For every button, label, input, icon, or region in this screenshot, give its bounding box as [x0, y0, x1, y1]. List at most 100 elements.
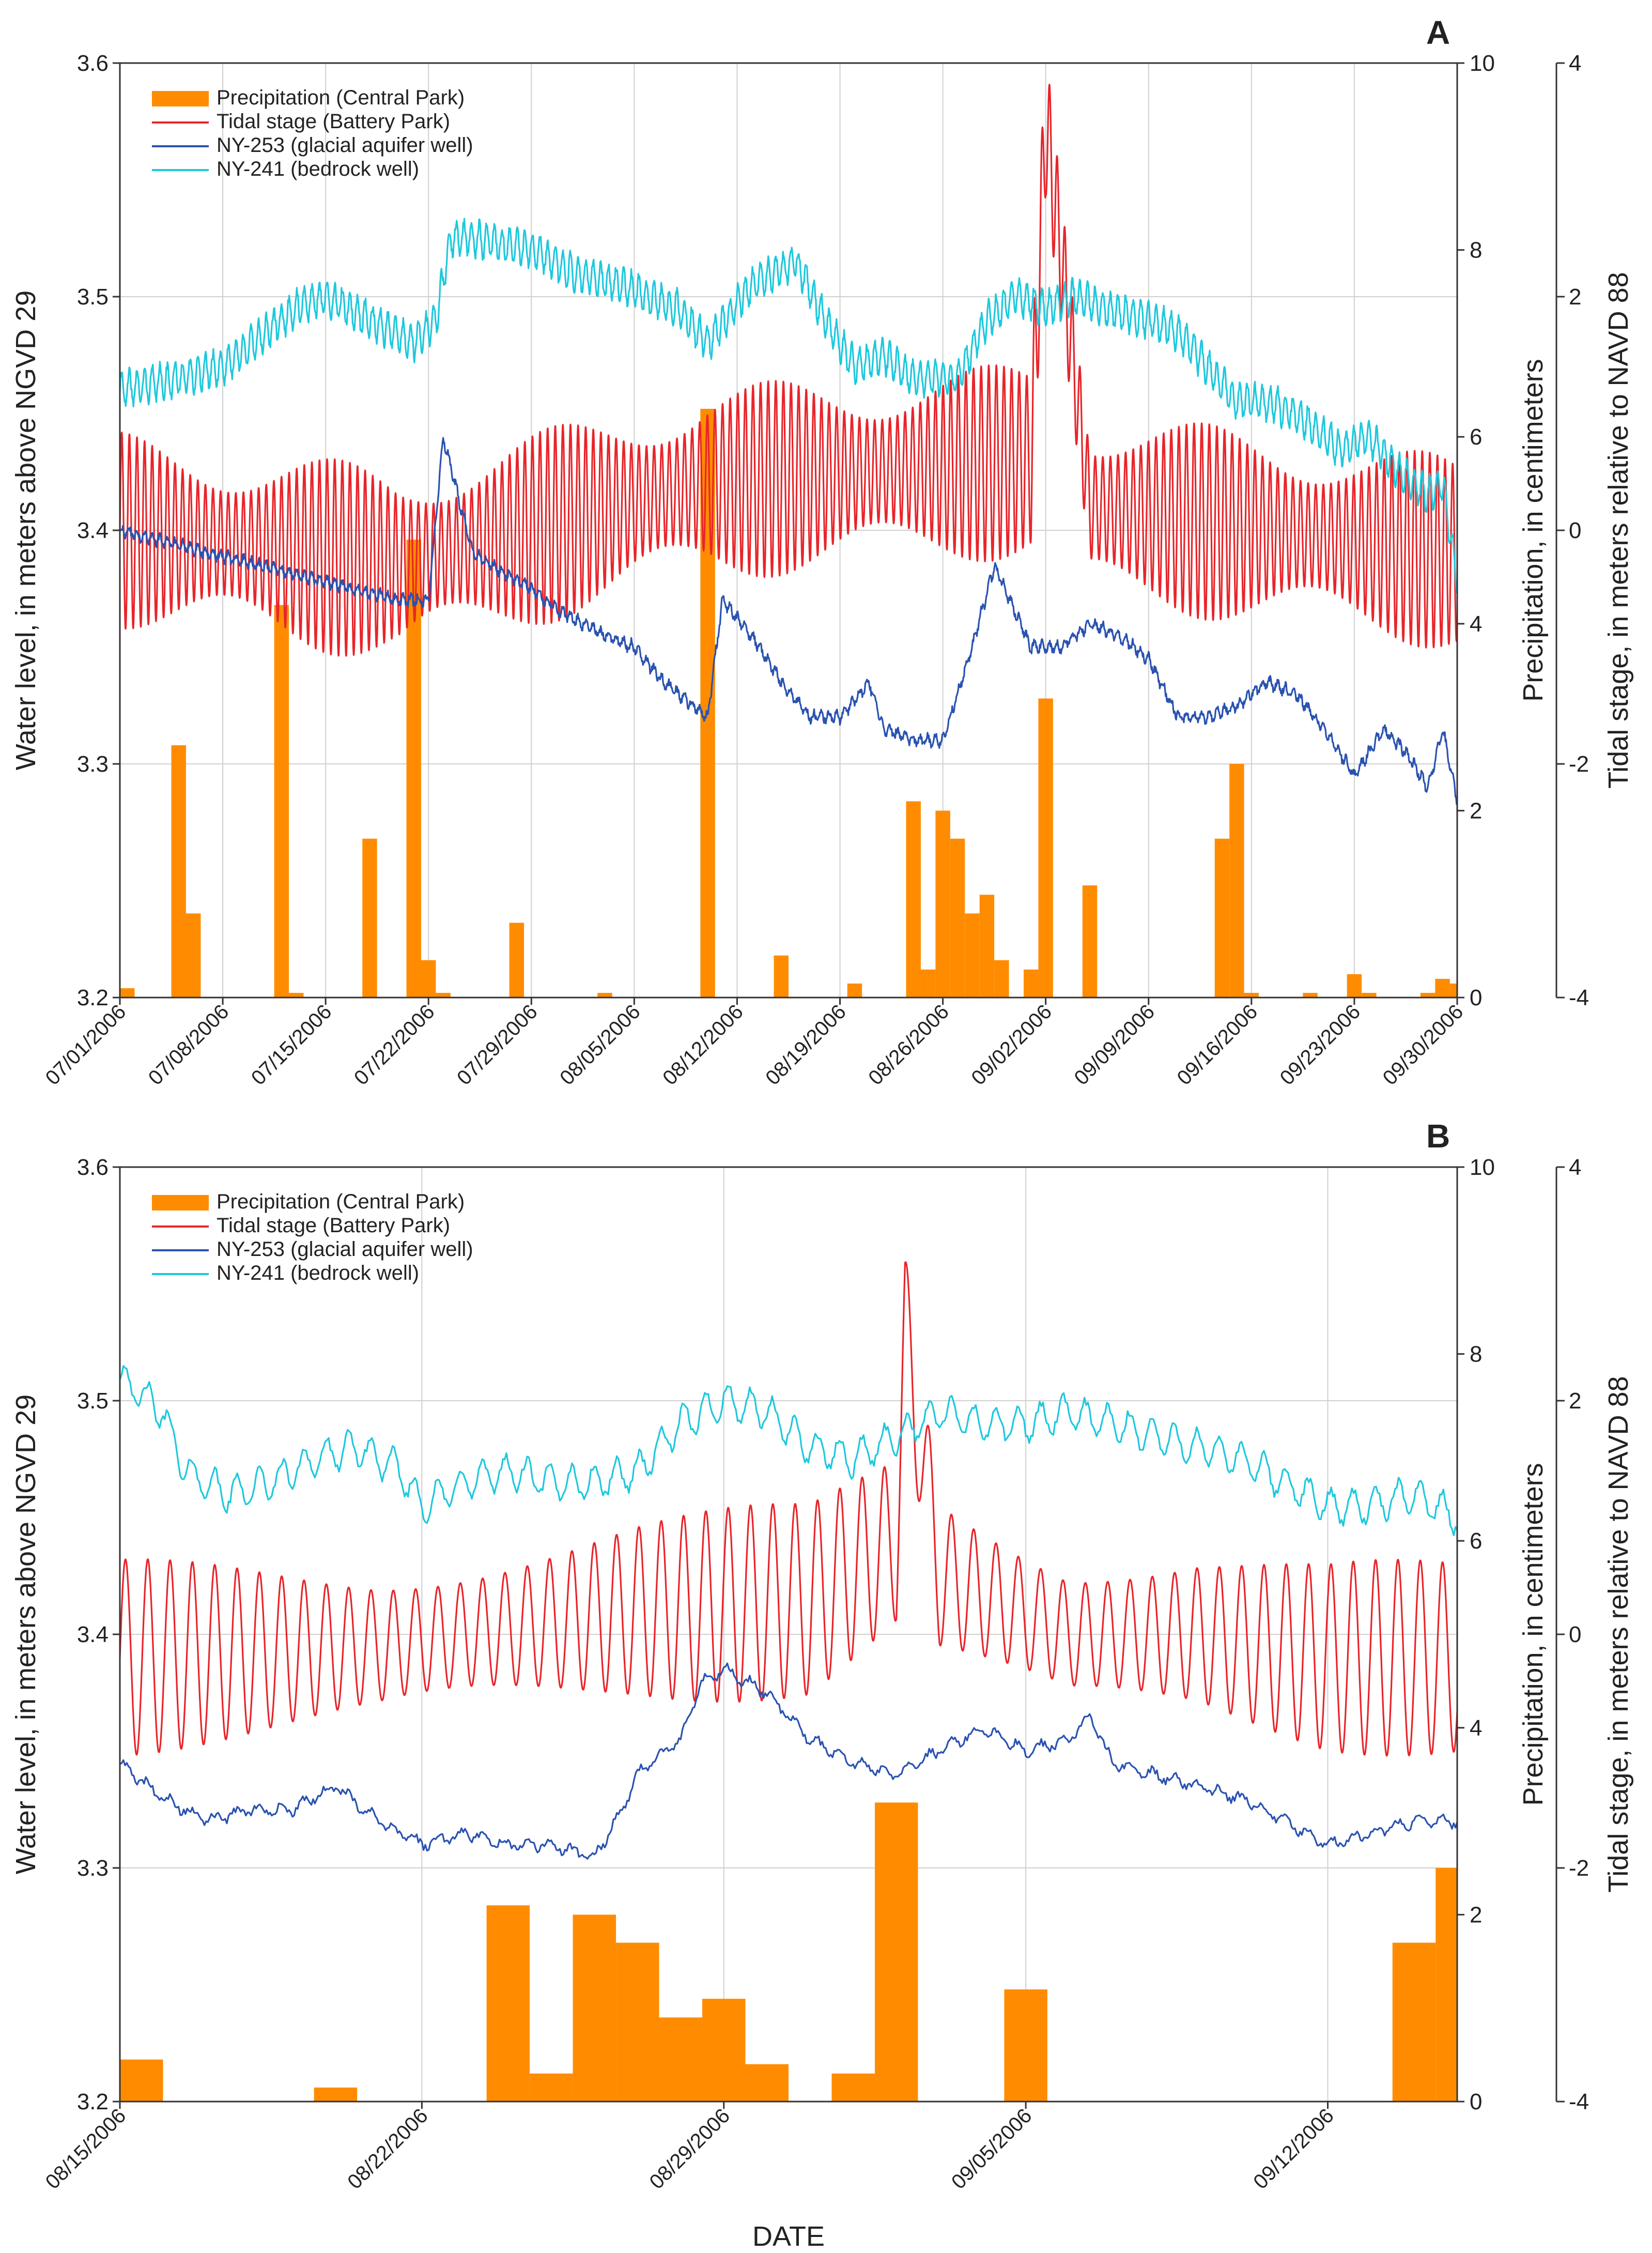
panel-a-precip-bar-2: [186, 913, 201, 998]
panel-a-precip-bar-24: [1214, 838, 1230, 998]
panel-b-precip-bar-3: [530, 2073, 573, 2102]
panel-a-ytick-precip-1: 2: [1470, 798, 1482, 823]
panel-b-precip-bars: [120, 1802, 1457, 2102]
panel-b-xtick-4: 09/12/2006: [1249, 2104, 1338, 2194]
panel-a-ytick-precip-0: 0: [1470, 985, 1482, 1010]
panel-b-ylabel-precip: Precipitation, in centimeters: [1518, 1463, 1549, 1805]
panel-b-xtick-0: 08/15/2006: [41, 2104, 131, 2194]
panel-a-xtick-13: 09/30/2006: [1379, 1000, 1468, 1090]
panel-b-ytick-tide-4: 4: [1569, 1155, 1581, 1180]
panel-a-ytick-tide-3: 2: [1569, 284, 1581, 310]
panel-a-xtick-7: 08/19/2006: [761, 1000, 851, 1090]
panel-a-legend-swatch-0: [152, 91, 209, 106]
panel-b-legend-label-0: Precipitation (Central Park): [217, 1190, 465, 1213]
panel-a-ytick-precip-3: 6: [1470, 424, 1482, 450]
panel-a-xtick-9: 09/02/2006: [967, 1000, 1056, 1090]
panel-a-precip-bar-32: [1449, 983, 1457, 998]
panel-a-precip-bar-16: [935, 810, 950, 998]
panel-b-precip-bar-0: [120, 2059, 163, 2102]
panel-b-ytick-water-2: 3.4: [77, 1622, 109, 1647]
panel-b-ytick-precip-1: 2: [1470, 1902, 1482, 1927]
panel-b-precip-bar-12: [1392, 1942, 1436, 2102]
panel-b-precip-bar-4: [573, 1914, 616, 2102]
panel-b-precip-bar-13: [1435, 1868, 1457, 2102]
panel-b-ytick-tide-0: -4: [1569, 2089, 1589, 2114]
panel-b-precip-bar-7: [702, 1999, 746, 2102]
panel-a-ytick-precip-2: 4: [1470, 611, 1482, 637]
panel-a-precip-bar-1: [171, 745, 186, 998]
panel-a-ytick-water-0: 3.2: [77, 985, 109, 1010]
panel-a-ytick-precip-5: 10: [1470, 51, 1495, 76]
panel-a-precip-bar-0: [120, 988, 135, 998]
panel-b-ytick-tide-2: 0: [1569, 1622, 1581, 1647]
panel-a-xtick-5: 08/05/2006: [555, 1000, 645, 1090]
panel-a-xtick-0: 07/01/2006: [41, 1000, 131, 1090]
panel-a-xtick-3: 07/22/2006: [350, 1000, 439, 1090]
panel-a-ytick-water-4: 3.6: [77, 51, 109, 76]
panel-a-precip-bar-31: [1435, 978, 1450, 998]
panel-a-tidal-stage-line: [119, 84, 1458, 657]
panel-a-ytick-tide-0: -4: [1569, 985, 1589, 1010]
panel-a-precip-bar-14: [906, 801, 921, 998]
panel-b-legend-label-3: NY-241 (bedrock well): [217, 1262, 419, 1284]
panel-a-xtick-10: 09/09/2006: [1070, 1000, 1159, 1090]
panel-b-precip-bar-6: [659, 2017, 703, 2102]
panel-a-legend-label-1: Tidal stage (Battery Park): [217, 110, 450, 133]
panel-a-precip-bar-5: [362, 838, 377, 998]
panel-a-precip-bar-7: [421, 960, 436, 998]
panel-a-precip-bar-26: [1244, 992, 1259, 998]
panel-a-precip-bar-23: [1082, 885, 1098, 998]
panel-b-precip-bar-10: [874, 1802, 918, 2102]
panel-a-ytick-precip-4: 8: [1470, 238, 1482, 263]
panel-a-ytick-water-2: 3.4: [77, 518, 109, 543]
panel-a-legend: Precipitation (Central Park)Tidal stage …: [152, 86, 473, 180]
panel-a-ylabel-precip: Precipitation, in centimeters: [1518, 359, 1549, 701]
panel-a-precip-bar-13: [847, 983, 862, 998]
panel-b-ytick-water-1: 3.3: [77, 1856, 109, 1881]
panel-a-precip-bar-20: [994, 960, 1009, 998]
panel-a-precip-bar-21: [1024, 969, 1039, 998]
panel-a-precip-bar-3: [274, 605, 289, 998]
panel-a-xtick-6: 08/12/2006: [658, 1000, 748, 1090]
panel-a-ny253-line: [119, 437, 1458, 806]
panel-b-ny253-line: [119, 1662, 1458, 1860]
panel-a-legend-label-3: NY-241 (bedrock well): [217, 158, 419, 180]
panel-a-ylabel-tide: Tidal stage, in meters relative to NAVD …: [1603, 272, 1634, 788]
panel-a-precip-bar-10: [597, 992, 612, 998]
panel-a-ytick-water-1: 3.3: [77, 752, 109, 777]
panel-b-precip-bar-11: [1004, 1989, 1047, 2102]
panel-b-xlabel: DATE: [752, 2221, 825, 2252]
panel-b-ytick-precip-4: 8: [1470, 1342, 1482, 1367]
panel-a-precip-bar-28: [1347, 974, 1362, 998]
panel-b-precip-bar-2: [486, 1905, 530, 2102]
panel-b-tidal-stage-line: [119, 1261, 1458, 1757]
panel-a-letter: A: [1426, 14, 1450, 51]
panel-b-precip-bar-1: [314, 2087, 358, 2102]
panel-b-ytick-precip-0: 0: [1470, 2089, 1482, 2114]
panel-b-xtick-2: 08/29/2006: [645, 2104, 734, 2194]
panel-a-precip-bar-4: [289, 992, 304, 998]
panel-a-precip-bar-17: [950, 838, 965, 998]
panel-b-legend-swatch-0: [152, 1195, 209, 1210]
panel-b: 3.2 3.3 3.4 3.5 3.6 0 2 4 6 8 10 -4 -2 0 2 4 08/15/2006 0…: [10, 1117, 1634, 2252]
panel-a-xtick-8: 08/26/2006: [864, 1000, 953, 1090]
panel-a-precip-bar-25: [1229, 764, 1244, 998]
panel-a-ylabel-water: Water level, in meters above NGVD 29: [10, 290, 41, 770]
panel-a-precip-bar-27: [1303, 992, 1318, 998]
panel-b-legend-label-2: NY-253 (glacial aquifer well): [217, 1238, 473, 1261]
panel-b-ylabel-tide: Tidal stage, in meters relative to NAVD …: [1603, 1376, 1634, 1892]
panel-b-ytick-water-0: 3.2: [77, 2089, 109, 2114]
panel-a-xtick-2: 07/15/2006: [247, 1000, 336, 1090]
panel-a-precip-bar-29: [1362, 992, 1377, 998]
panel-b-ytick-precip-5: 10: [1470, 1155, 1495, 1180]
panel-b-ytick-tide-3: 2: [1569, 1388, 1581, 1414]
panel-a-ny241-line: [119, 218, 1458, 593]
panel-a-ytick-water-3: 3.5: [77, 284, 109, 310]
panel-a-ytick-tide-2: 0: [1569, 518, 1581, 543]
panel-b-ytick-tide-1: -2: [1569, 1856, 1589, 1881]
panel-b-letter: B: [1426, 1117, 1450, 1155]
panel-a-ytick-tide-1: -2: [1569, 752, 1589, 777]
panel-b-precip-bar-8: [745, 2064, 789, 2102]
